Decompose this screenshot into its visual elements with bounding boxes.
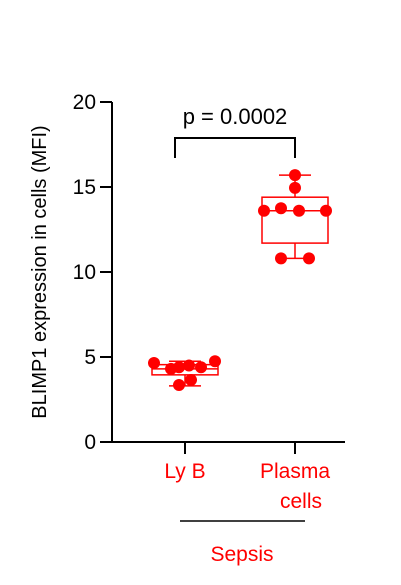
group-label: Sepsis [210,543,273,566]
significance-annotation: p = 0.0002 [174,104,296,158]
p-value-label: p = 0.0002 [183,104,288,129]
data-point [289,181,301,194]
data-point [320,204,332,217]
y-tick-label: 0 [84,431,96,454]
group-bracket: Sepsis [180,520,305,566]
y-axis: 0 5 10 15 20 [73,91,113,454]
data-point [148,356,160,369]
x-axis: Ly B Plasma cells [112,441,345,513]
y-tick-label: 10 [73,261,96,284]
data-point [195,361,207,374]
x-tick-label: Plasma cells [260,460,330,513]
y-tick-label: 15 [73,176,96,199]
data-points [148,169,332,392]
data-point [258,204,270,217]
data-point [293,204,305,217]
data-point [275,252,287,265]
significance-bracket [174,137,296,158]
data-point [275,202,287,215]
data-point [289,169,301,182]
y-tick-label: 20 [73,91,96,114]
data-point [173,361,185,374]
data-point [209,355,221,368]
x-tick-label: Ly B [164,460,205,483]
data-point [185,373,197,386]
data-point [173,379,185,392]
y-axis-label: BLIMP1 expression in cells (MFI) [29,125,51,418]
box-iqr [261,196,329,244]
y-tick-label: 5 [84,346,96,369]
data-point [303,252,315,265]
data-point [183,359,195,372]
